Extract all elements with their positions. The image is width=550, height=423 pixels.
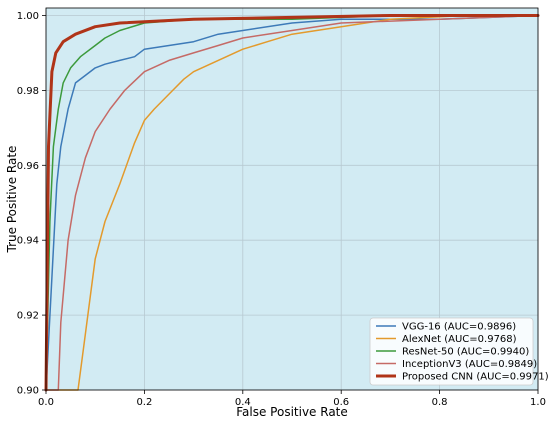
- series-line-5: [44, 14, 540, 392]
- y-tick-label: 0.98: [17, 86, 39, 97]
- legend-entry-3: ResNet-50 (AUC=0.9940): [402, 347, 529, 358]
- x-tick-label: 0.4: [235, 397, 251, 408]
- legend-box: [369, 317, 534, 386]
- y-tick-label: 0.96: [17, 161, 39, 172]
- legend-entry-2: AlexNet (AUC=0.9768): [402, 334, 517, 345]
- y-tick-label: 0.90: [17, 386, 39, 397]
- y-tick-label: 1.00: [17, 11, 39, 22]
- series-line-4: [45, 14, 539, 391]
- plot-frame: [45, 7, 539, 391]
- axis-ticks: 0.0 0.2 0.4 0.6 0.8 1.0 0.90 0.92 0.94 0.96 0.98 1.…: [17, 11, 546, 408]
- x-tick-label: 0.2: [136, 397, 152, 408]
- series-line-1: [45, 14, 539, 391]
- legend-entry-4: InceptionV3 (AUC=0.9849): [402, 359, 537, 370]
- x-tick-label: 0.0: [38, 397, 54, 408]
- legend-entry-5: Proposed CNN (AUC=0.9971): [402, 372, 549, 383]
- x-tick-label: 0.6: [333, 397, 349, 408]
- x-tick-label: 0.8: [432, 397, 448, 408]
- grid: [45, 8, 539, 391]
- x-axis-label: False Positive Rate: [236, 405, 348, 419]
- legend-entry-1: VGG-16 (AUC=0.9896): [402, 322, 516, 333]
- y-tick-label: 0.94: [17, 236, 39, 247]
- legend: VGG-16 (AUC=0.9896)AlexNet (AUC=0.9768) R…: [369, 317, 549, 386]
- series-line-2: [45, 14, 539, 391]
- x-tick-label: 1.0: [530, 397, 546, 408]
- y-axis-label: True Positive Rate: [5, 146, 19, 254]
- series-layer: [44, 14, 540, 392]
- y-tick-label: 0.92: [17, 311, 39, 322]
